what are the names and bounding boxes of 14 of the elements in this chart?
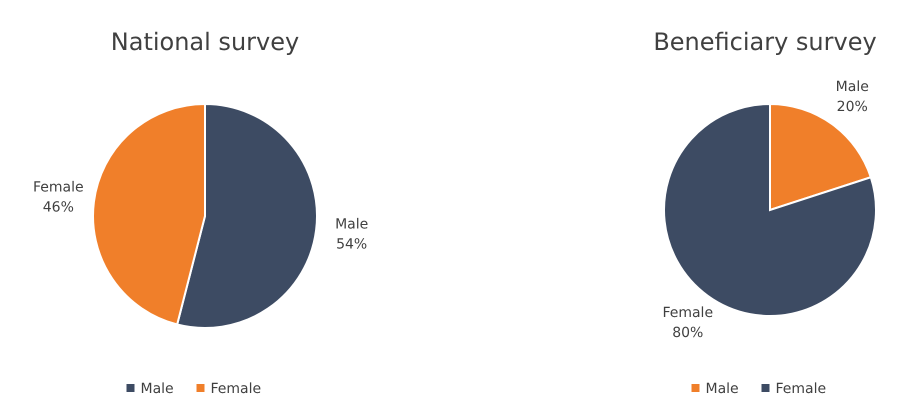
legend-label: Male bbox=[706, 381, 739, 397]
slice-label: Male bbox=[335, 216, 368, 233]
slice-label: Male bbox=[836, 78, 869, 95]
slice-label: Female bbox=[33, 179, 84, 196]
legend-label: Male bbox=[140, 381, 174, 397]
data-label: 80% bbox=[672, 325, 704, 342]
data-label: 20% bbox=[836, 98, 868, 115]
data-label: 46% bbox=[42, 199, 74, 216]
chart-title: Beneficiary survey bbox=[653, 28, 877, 56]
legend-label: Female bbox=[210, 381, 262, 397]
slice-label: Female bbox=[662, 305, 714, 322]
legend-label: Female bbox=[776, 381, 826, 397]
chart-title: National survey bbox=[110, 28, 300, 56]
data-label: 54% bbox=[336, 236, 368, 253]
